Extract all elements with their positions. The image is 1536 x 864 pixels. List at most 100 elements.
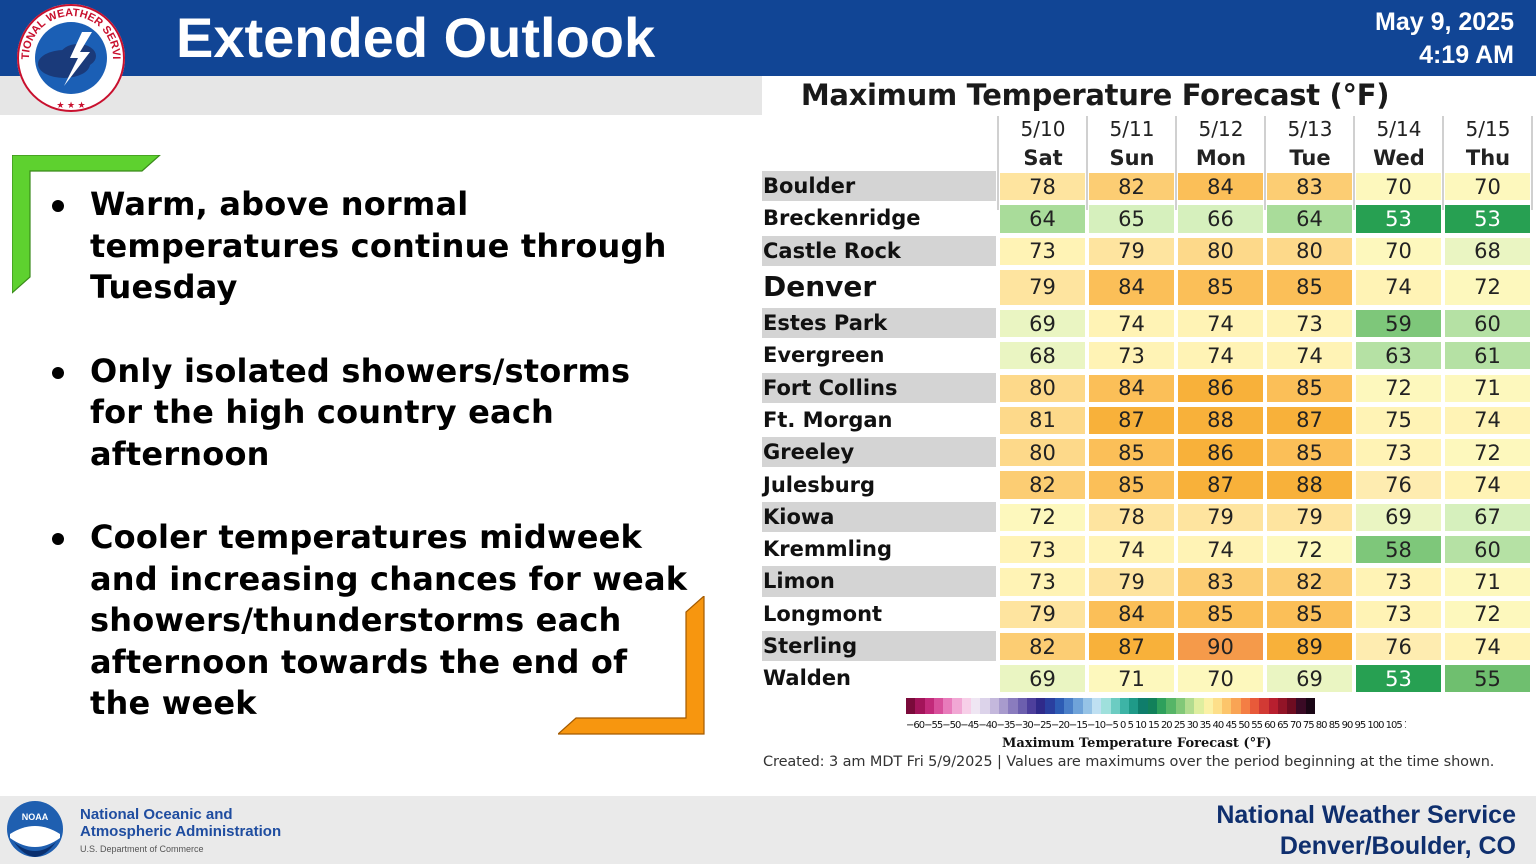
legend-swatch xyxy=(1082,698,1092,714)
station-name: Fort Collins xyxy=(762,372,996,403)
legend-swatch xyxy=(933,698,944,714)
temperature-cell: 69 xyxy=(1000,309,1085,338)
temperature-cell: 73 xyxy=(1356,600,1441,628)
header-gray-strip xyxy=(0,76,762,115)
forecast-table-title: Maximum Temperature Forecast (°F) xyxy=(800,78,1390,112)
temperature-cell: 74 xyxy=(1178,309,1263,338)
temperature-cell: 72 xyxy=(1445,600,1530,628)
temperature-cell: 80 xyxy=(1178,237,1263,265)
column-day: Mon xyxy=(1195,146,1247,170)
temperature-cell: 87 xyxy=(1089,632,1174,661)
table-row: Kiowa 72 78 79 79 69 67 xyxy=(762,501,1536,532)
legend-swatch xyxy=(1296,698,1306,714)
temperature-cell: 82 xyxy=(1000,471,1085,499)
temperature-cell: 70 xyxy=(1445,173,1530,201)
legend-swatch xyxy=(1222,698,1232,714)
column-day: Sun xyxy=(1109,146,1155,170)
station-name: Kremmling xyxy=(762,534,996,565)
temperature-cell: 74 xyxy=(1356,269,1441,305)
temperature-cell: 87 xyxy=(1089,406,1174,435)
temperature-cell: 73 xyxy=(1267,309,1352,338)
bullet-dot-icon xyxy=(52,533,64,545)
temperature-cell: 74 xyxy=(1178,342,1263,370)
temperature-cell: 83 xyxy=(1178,568,1263,596)
temperature-cell: 60 xyxy=(1445,536,1530,564)
legend-swatch xyxy=(924,698,934,714)
station-name: Julesburg xyxy=(762,469,996,500)
legend-swatch xyxy=(980,698,990,714)
temperature-cell: 74 xyxy=(1445,632,1530,661)
legend-swatch xyxy=(1166,698,1176,714)
table-row: Julesburg 82 85 87 88 76 74 xyxy=(762,469,1536,500)
temperature-cell: 85 xyxy=(1178,600,1263,628)
temperature-cell: 59 xyxy=(1356,309,1441,338)
legend-swatch xyxy=(952,698,962,714)
legend-swatch xyxy=(1212,698,1223,714)
table-row: Longmont 79 84 85 85 73 72 xyxy=(762,598,1536,629)
temperature-cell: 69 xyxy=(1000,665,1085,693)
created-note: Created: 3 am MDT Fri 5/9/2025 | Values … xyxy=(763,754,1495,770)
temperature-cell: 74 xyxy=(1089,536,1174,564)
column-date: 5/13 xyxy=(1287,117,1333,141)
station-name: Greeley xyxy=(762,437,996,468)
temperature-cell: 79 xyxy=(1267,503,1352,531)
date-time: May 9, 2025 4:19 AM xyxy=(1375,6,1514,72)
legend-swatch xyxy=(1268,698,1278,714)
temperature-cell: 88 xyxy=(1178,406,1263,435)
column-header: 5/14 Wed xyxy=(1355,115,1443,173)
temperature-cell: 79 xyxy=(1089,237,1174,265)
header-bar xyxy=(0,0,1536,76)
temperature-cell: 85 xyxy=(1178,269,1263,305)
temperature-cell: 71 xyxy=(1445,568,1530,596)
bullet-item: Only isolated showers/storms for the hig… xyxy=(48,351,688,476)
column-header: 5/13 Tue xyxy=(1266,115,1354,173)
legend-swatch xyxy=(1110,698,1120,714)
bullet-dot-icon xyxy=(52,200,64,212)
temperature-cell: 82 xyxy=(1000,632,1085,661)
temperature-cell: 89 xyxy=(1267,632,1352,661)
temperature-cell: 73 xyxy=(1000,568,1085,596)
column-header: 5/10 Sat xyxy=(999,115,1087,173)
temperature-cell: 72 xyxy=(1267,536,1352,564)
temperature-cell: 85 xyxy=(1089,439,1174,467)
station-name: Breckenridge xyxy=(762,203,996,234)
legend-swatch xyxy=(1147,698,1158,714)
temperature-cell: 72 xyxy=(1000,503,1085,531)
column-header: 5/12 Mon xyxy=(1177,115,1265,173)
legend-swatch xyxy=(1017,698,1027,714)
temperature-cell: 60 xyxy=(1445,309,1530,338)
table-row: Castle Rock 73 79 80 80 70 68 xyxy=(762,235,1536,266)
forecast-table-panel: Maximum Temperature Forecast (°F) 5/10 Sa… xyxy=(762,76,1536,796)
temperature-cell: 58 xyxy=(1356,536,1441,564)
legend-swatch xyxy=(1249,698,1260,714)
temperature-cell: 67 xyxy=(1445,503,1530,531)
temperature-cell: 84 xyxy=(1089,374,1174,402)
legend-swatch xyxy=(1259,698,1269,714)
table-row: Denver 79 84 85 85 74 72 xyxy=(762,267,1536,306)
temperature-cell: 74 xyxy=(1267,342,1352,370)
legend-swatch xyxy=(989,698,999,714)
temperature-cell: 85 xyxy=(1267,374,1352,402)
temperature-cell: 61 xyxy=(1445,342,1530,370)
temperature-cell: 71 xyxy=(1445,374,1530,402)
temperature-cell: 69 xyxy=(1267,665,1352,693)
temperature-cell: 72 xyxy=(1445,439,1530,467)
bullet-item: Cooler temperatures midweek and increasi… xyxy=(48,517,688,725)
temperature-cell: 85 xyxy=(1267,269,1352,305)
temperature-cell: 87 xyxy=(1178,471,1263,499)
temperature-cell: 86 xyxy=(1178,439,1263,467)
legend-swatch xyxy=(1101,698,1111,714)
temperature-cell: 80 xyxy=(1000,374,1085,402)
column-separator xyxy=(1264,116,1266,210)
column-day: Tue xyxy=(1289,146,1331,170)
temperature-cell: 73 xyxy=(1000,237,1085,265)
temperature-cell: 63 xyxy=(1356,342,1441,370)
table-row: Sterling 82 87 90 89 76 74 xyxy=(762,630,1536,662)
office-line-1: National Weather Service xyxy=(1216,801,1516,829)
temperature-cell: 65 xyxy=(1089,205,1174,233)
column-day: Wed xyxy=(1373,146,1425,170)
legend-swatch xyxy=(1138,698,1148,714)
legend-swatch xyxy=(1129,698,1139,714)
legend-swatch xyxy=(1119,698,1130,714)
legend-swatch xyxy=(1026,698,1037,714)
